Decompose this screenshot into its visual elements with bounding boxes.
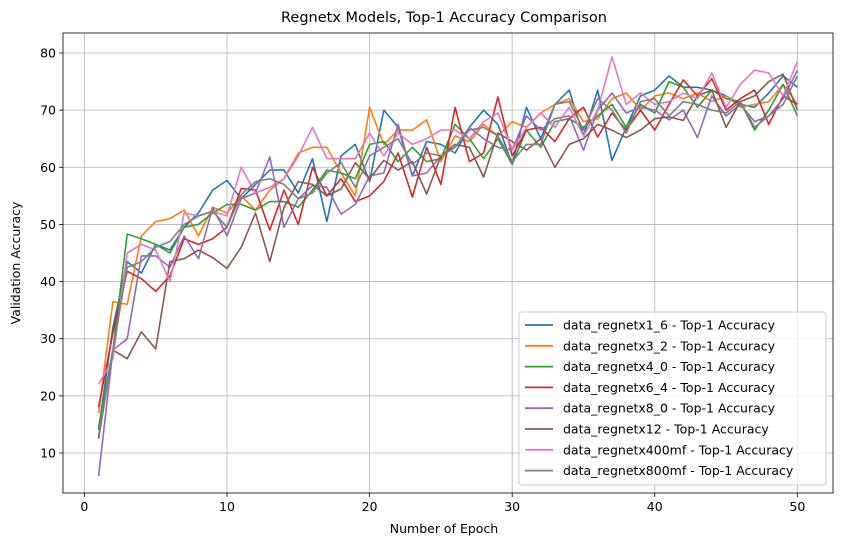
y-tick-label: 30 xyxy=(40,331,56,346)
y-tick-label: 40 xyxy=(40,274,56,289)
legend-entry: data_regnetx3_2 - Top-1 Accuracy xyxy=(563,338,776,353)
plot-frame xyxy=(62,32,834,494)
series-line-3 xyxy=(97,77,798,408)
y-axis-ticks: 10 20 30 40 50 60 70 80 xyxy=(40,46,63,461)
legend-entry: data_regnetx800mf - Top-1 Accuracy xyxy=(563,463,794,478)
y-tick-label: 50 xyxy=(40,217,56,232)
x-axis-label: Number of Epoch xyxy=(390,521,498,536)
y-tick-label: 60 xyxy=(40,160,56,175)
legend: data_regnetx1_6 - Top-1 Accuracy data_reg… xyxy=(518,311,827,486)
series-line-5 xyxy=(97,73,799,439)
y-tick-label: 80 xyxy=(40,46,56,61)
series-line-6 xyxy=(97,56,799,385)
x-axis-ticks: 0 10 20 30 40 50 xyxy=(80,493,805,514)
series-line-7 xyxy=(97,75,799,437)
y-tick-label: 10 xyxy=(40,446,56,461)
x-tick-label: 10 xyxy=(219,499,235,514)
legend-entry: data_regnetx8_0 - Top-1 Accuracy xyxy=(563,401,776,416)
legend-box xyxy=(518,311,827,486)
x-tick-label: 50 xyxy=(789,499,805,514)
x-tick-label: 20 xyxy=(362,499,378,514)
series-lines xyxy=(97,56,799,476)
x-tick-label: 0 xyxy=(80,499,88,514)
legend-entry: data_regnetx1_6 - Top-1 Accuracy xyxy=(563,318,776,333)
y-axis-label: Validation Accuracy xyxy=(8,201,23,324)
legend-entry: data_regnetx6_4 - Top-1 Accuracy xyxy=(563,380,776,395)
x-tick-label: 30 xyxy=(504,499,520,514)
chart-title: Regnetx Models, Top-1 Accuracy Compariso… xyxy=(281,10,607,26)
y-tick-label: 70 xyxy=(40,103,56,118)
legend-entry: data_regnetx12 - Top-1 Accuracy xyxy=(563,422,769,437)
y-tick-label: 20 xyxy=(40,388,56,403)
legend-entry: data_regnetx4_0 - Top-1 Accuracy xyxy=(563,359,776,374)
legend-entry: data_regnetx400mf - Top-1 Accuracy xyxy=(563,442,794,457)
x-tick-label: 40 xyxy=(647,499,663,514)
